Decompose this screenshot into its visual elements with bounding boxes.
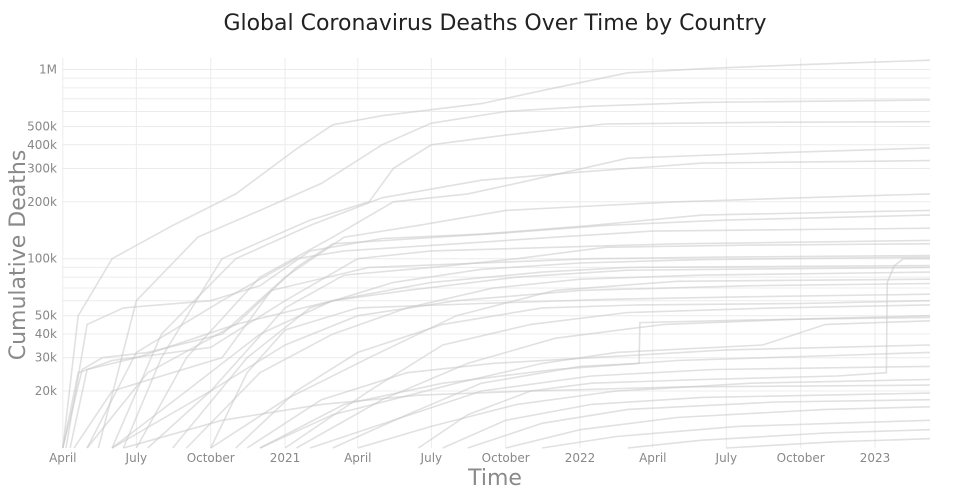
series-line [210,278,931,449]
y-tick-label: 1M [39,62,57,76]
y-tick-label: 300k [27,161,57,175]
series-line [123,384,931,449]
series-line [259,351,931,449]
series-line [467,398,931,449]
series-line [726,437,931,449]
series-line [86,266,931,449]
series-line [69,214,931,449]
series-line [62,239,931,449]
x-tick-label: 2022 [565,451,596,465]
series-group [62,59,931,449]
series-line [73,254,931,449]
y-axis-ticks: 20k 30k 40k 50k 100k 200k 300k 400k 500k 1M [27,62,57,398]
x-tick-label: October [187,451,235,465]
x-tick-label: 2021 [270,451,301,465]
x-tick-label: July [715,451,738,465]
series-line [62,193,931,449]
series-line [111,159,931,449]
series-line [442,392,931,449]
series-line [86,227,931,449]
x-tick-label: July [125,451,148,465]
x-tick-label: April [639,451,666,465]
series-line [627,428,931,449]
series-line [209,293,931,449]
series-line [417,257,930,449]
x-tick-label: October [482,451,530,465]
series-line [357,378,931,449]
series-line [172,256,931,449]
x-tick-label: April [344,451,371,465]
y-tick-label: 100k [27,252,57,266]
x-tick-label: 2023 [860,451,891,465]
series-line [541,419,931,449]
x-tick-label: April [49,451,76,465]
y-tick-label: 500k [27,119,57,133]
x-tick-label: October [777,451,825,465]
series-line [111,282,931,449]
y-tick-label: 20k [35,384,57,398]
series-line [147,243,931,449]
y-tick-label: 400k [27,138,57,152]
series-line [65,209,931,449]
series-line [185,271,931,449]
x-tick-label: July [420,451,443,465]
y-tick-label: 50k [35,309,57,323]
series-line [246,344,931,449]
series-line [135,147,931,449]
y-tick-label: 200k [27,195,57,209]
series-line [62,59,931,449]
series-line [97,99,931,449]
series-line [309,365,931,449]
chart-title: Global Coronavirus Deaths Over Time by C… [223,11,766,36]
series-line [259,320,931,449]
series-line [505,406,931,449]
x-axis-ticks: April July October 2021 April July October 2022… [49,451,890,465]
series-line [111,264,931,449]
y-tick-label: 30k [35,351,57,365]
series-line [235,299,931,449]
y-tick-label: 40k [35,327,57,341]
series-line [284,304,931,449]
series-line [122,120,931,449]
x-axis-title: Time [467,466,522,491]
y-axis-title: Cumulative Deaths [6,150,31,361]
